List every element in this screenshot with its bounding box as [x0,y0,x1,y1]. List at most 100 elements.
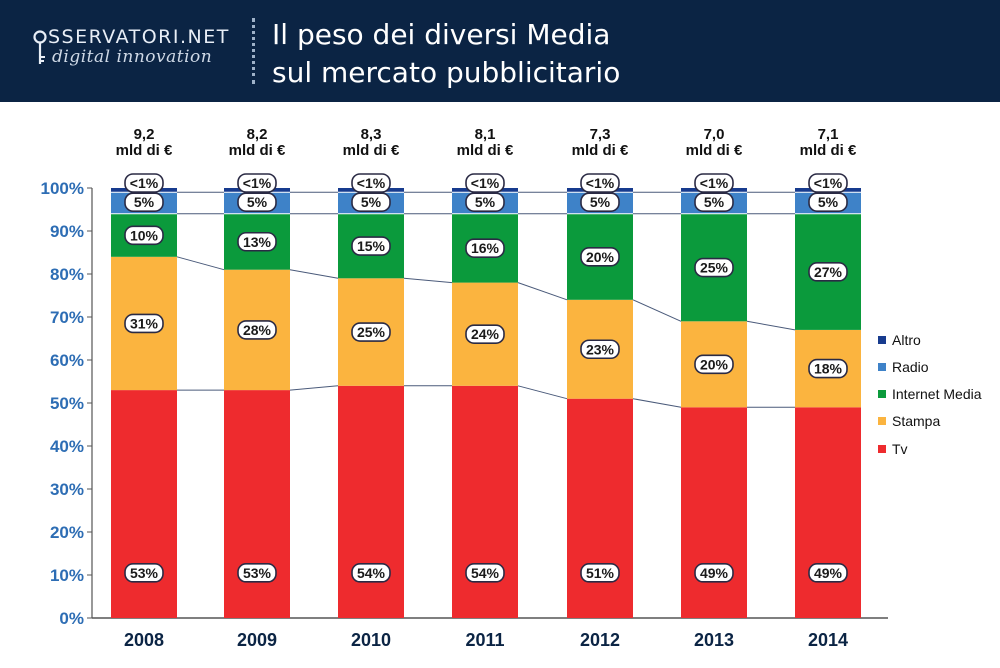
data-label-box [351,173,391,193]
data-label: 54% [357,565,386,581]
y-tick-label: 0% [59,609,84,628]
data-label: 20% [700,356,729,372]
x-tick-label: 2009 [237,630,277,650]
y-tick-label: 50% [50,394,84,413]
data-label-box [580,247,620,267]
data-label-box [580,563,620,583]
total-label-line: 9,2 [134,126,155,143]
data-label: 5% [247,194,268,210]
total-label-line: mld di € [116,142,173,159]
total-label-line: mld di € [686,142,743,159]
legend-swatch [878,390,886,398]
y-tick-label: 60% [50,351,84,370]
data-label: 5% [475,194,496,210]
data-label-box [808,192,848,212]
x-tick-label: 2012 [580,630,620,650]
total-label: 8,3 mld di € [343,126,400,159]
data-label: <1% [471,175,500,191]
data-label-box [808,173,848,193]
data-label-box [465,173,505,193]
data-label-box [694,192,734,212]
x-tick-label: 2008 [124,630,164,650]
legend-label: Internet Media [892,386,982,402]
total-label-line: 8,3 [361,126,382,143]
data-label: 31% [130,315,159,331]
legend-label: Stampa [892,413,940,429]
connector-line [289,385,339,391]
connector-line [632,299,682,322]
data-label-box [237,173,277,193]
y-tick-label: 30% [50,480,84,499]
total-label-line: 7,0 [704,126,725,143]
data-label: 13% [243,234,272,250]
data-label: 5% [590,194,611,210]
data-label-box [124,225,164,246]
bar-segment-tv [681,407,747,618]
data-label: 28% [243,322,272,338]
data-label: 16% [471,240,500,256]
x-tick-label: 2014 [808,630,848,650]
logo-text: SSERVATORI.NET [48,26,230,48]
x-tick-label: 2013 [694,630,734,650]
data-label: 53% [130,565,159,581]
data-label: 10% [130,227,159,243]
total-label-line: mld di € [229,142,286,159]
data-label: 20% [586,249,615,265]
bar-segment-tv [111,390,177,618]
data-label-box [351,192,391,212]
total-label: 7,1 mld di € [800,126,857,159]
data-label: 49% [814,565,843,581]
page-title-line1: Il peso dei diversi Media [272,18,611,51]
total-label: 8,1 mld di € [457,126,514,159]
data-label-box [465,324,505,344]
key-logo-icon [33,30,47,64]
data-label-box [237,563,277,583]
data-label-box [124,192,164,212]
data-label: <1% [243,175,272,191]
data-label-box [580,173,620,193]
data-label-box [580,192,620,212]
legend-swatch [878,363,886,371]
connector-line [517,385,568,400]
total-label-line: 7,3 [590,126,611,143]
data-label: 25% [357,324,386,340]
data-label-box [808,358,848,379]
connector-line [289,269,339,279]
data-label-box [351,563,391,583]
data-label: <1% [586,175,615,191]
data-label-box [351,236,391,256]
data-label: <1% [814,175,843,191]
total-label: 7,3 mld di € [572,126,629,159]
legend-swatch [878,445,886,453]
total-label-line: 8,2 [247,126,268,143]
total-label-line: mld di € [343,142,400,159]
y-tick-label: 20% [50,523,84,542]
y-tick-label: 10% [50,566,84,585]
y-tick-label: 40% [50,437,84,456]
bar-segment-tv [452,385,518,618]
total-label-line: mld di € [572,142,629,159]
bar-segment-tv [567,398,633,618]
total-label-line: mld di € [800,142,857,159]
x-tick-label: 2011 [465,630,504,650]
connector-line [746,320,796,331]
data-label-box [808,262,848,282]
data-label-box [808,563,848,583]
data-label-box [694,354,734,375]
data-label: 5% [361,194,382,210]
y-tick-label: 80% [50,265,84,284]
connector-line [403,277,453,284]
connector-line [632,398,682,408]
data-label: 54% [471,565,500,581]
data-label-box [694,173,734,193]
bar-segment-tv [338,385,404,618]
total-label-line: mld di € [457,142,514,159]
stacked-bar-chart: 0% 10% 20% 30% 40% 50% 60% 70% 80% 90% 100% 53% 31% 1… [41,126,982,650]
data-label-box [465,192,505,212]
data-label: 27% [814,264,843,280]
logo-tagline: digital innovation [52,47,213,67]
connector-line [176,256,225,271]
data-label-box [237,231,277,252]
y-tick-label: 90% [50,222,84,241]
data-label: <1% [130,175,159,191]
